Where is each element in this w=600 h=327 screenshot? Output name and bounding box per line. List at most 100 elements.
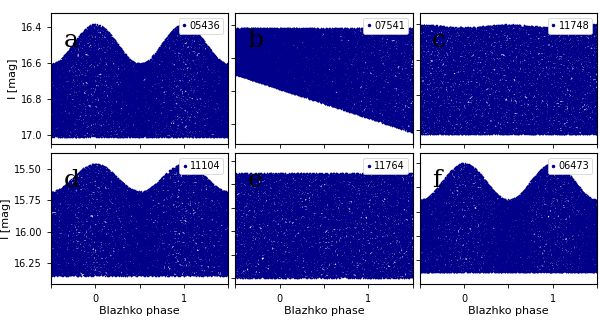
Point (271, 217, 280, 222)
Point (70, 247, 79, 252)
Point (397, 186, 407, 192)
Point (111, 231, 121, 236)
Point (76, 268, 86, 274)
Point (269, 270, 279, 275)
Point (480, 40, 490, 45)
Point (443, 125, 453, 130)
Point (404, 48, 414, 53)
Point (503, 249, 513, 254)
Point (142, 102, 152, 108)
Point (275, 240, 284, 245)
Point (305, 237, 315, 242)
Point (295, 241, 305, 247)
Point (219, 92, 229, 97)
Point (536, 29, 545, 34)
Point (108, 112, 118, 117)
Point (164, 178, 174, 183)
Point (532, 32, 541, 38)
Point (77, 116, 86, 121)
Point (390, 213, 400, 218)
Point (386, 36, 395, 42)
Point (345, 248, 355, 253)
Point (154, 242, 163, 247)
Point (364, 94, 373, 99)
Point (441, 88, 451, 94)
Point (250, 185, 259, 191)
Point (172, 64, 181, 69)
Point (442, 234, 452, 239)
Point (445, 234, 455, 239)
Point (454, 197, 463, 202)
Point (125, 212, 134, 217)
Point (577, 253, 586, 258)
Point (378, 195, 388, 200)
Point (483, 62, 493, 68)
Point (584, 220, 594, 226)
Point (296, 78, 306, 83)
Point (88, 203, 98, 208)
Point (241, 257, 250, 262)
Point (549, 229, 559, 234)
Point (326, 41, 336, 46)
Point (587, 52, 596, 58)
Point (583, 102, 593, 108)
Point (497, 196, 506, 201)
Point (476, 200, 486, 205)
Point (285, 186, 295, 191)
Point (530, 265, 540, 270)
Point (271, 58, 281, 63)
Point (77, 242, 87, 247)
Point (112, 177, 121, 182)
Point (479, 256, 489, 261)
Point (397, 77, 406, 82)
Point (117, 273, 127, 278)
Point (482, 242, 492, 247)
Point (140, 122, 150, 127)
Point (136, 266, 146, 271)
Point (426, 246, 436, 251)
Point (86, 87, 96, 92)
Point (427, 27, 437, 32)
Point (450, 36, 460, 41)
Point (256, 72, 265, 77)
Point (137, 94, 146, 99)
Point (88, 123, 98, 129)
Point (223, 89, 232, 94)
Point (533, 236, 543, 242)
Point (487, 209, 497, 214)
Point (377, 68, 386, 73)
Point (169, 126, 179, 131)
Point (89, 208, 98, 213)
Point (536, 221, 545, 226)
Point (395, 180, 404, 185)
Point (171, 35, 181, 40)
Point (276, 30, 286, 35)
Point (387, 226, 397, 232)
Point (124, 200, 134, 205)
Point (560, 198, 569, 203)
Point (328, 236, 337, 241)
Point (76, 124, 85, 129)
Point (417, 27, 427, 33)
Point (268, 241, 278, 246)
Point (202, 229, 211, 234)
Point (190, 168, 199, 173)
Point (383, 48, 393, 53)
Point (428, 263, 437, 268)
Point (147, 54, 157, 60)
Point (334, 80, 344, 86)
Point (79, 224, 88, 230)
Point (392, 274, 401, 279)
Point (354, 181, 364, 186)
Point (583, 269, 593, 275)
Point (474, 212, 484, 217)
Point (111, 241, 121, 247)
Point (48, 80, 58, 85)
Point (71, 252, 81, 258)
Point (158, 234, 168, 239)
Point (448, 94, 458, 99)
Point (279, 67, 289, 73)
Point (365, 74, 375, 79)
Point (107, 220, 116, 225)
Point (568, 125, 577, 130)
